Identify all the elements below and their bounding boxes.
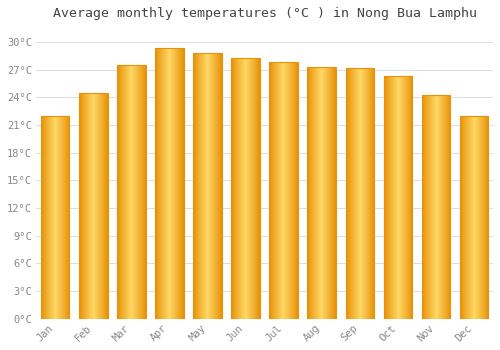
- Bar: [384, 76, 412, 318]
- Title: Average monthly temperatures (°C ) in Nong Bua Lamphu: Average monthly temperatures (°C ) in No…: [52, 7, 476, 20]
- Bar: [308, 67, 336, 318]
- Bar: [460, 116, 488, 318]
- Bar: [41, 116, 70, 318]
- Bar: [422, 96, 450, 318]
- Bar: [193, 53, 222, 318]
- Bar: [422, 96, 450, 318]
- Bar: [41, 116, 70, 318]
- Bar: [232, 57, 260, 318]
- Bar: [117, 65, 145, 318]
- Bar: [384, 76, 412, 318]
- Bar: [79, 93, 108, 318]
- Bar: [346, 68, 374, 318]
- Bar: [460, 116, 488, 318]
- Bar: [308, 67, 336, 318]
- Bar: [193, 53, 222, 318]
- Bar: [346, 68, 374, 318]
- Bar: [232, 57, 260, 318]
- Bar: [270, 62, 298, 318]
- Bar: [117, 65, 145, 318]
- Bar: [155, 48, 184, 318]
- Bar: [155, 48, 184, 318]
- Bar: [79, 93, 108, 318]
- Bar: [270, 62, 298, 318]
